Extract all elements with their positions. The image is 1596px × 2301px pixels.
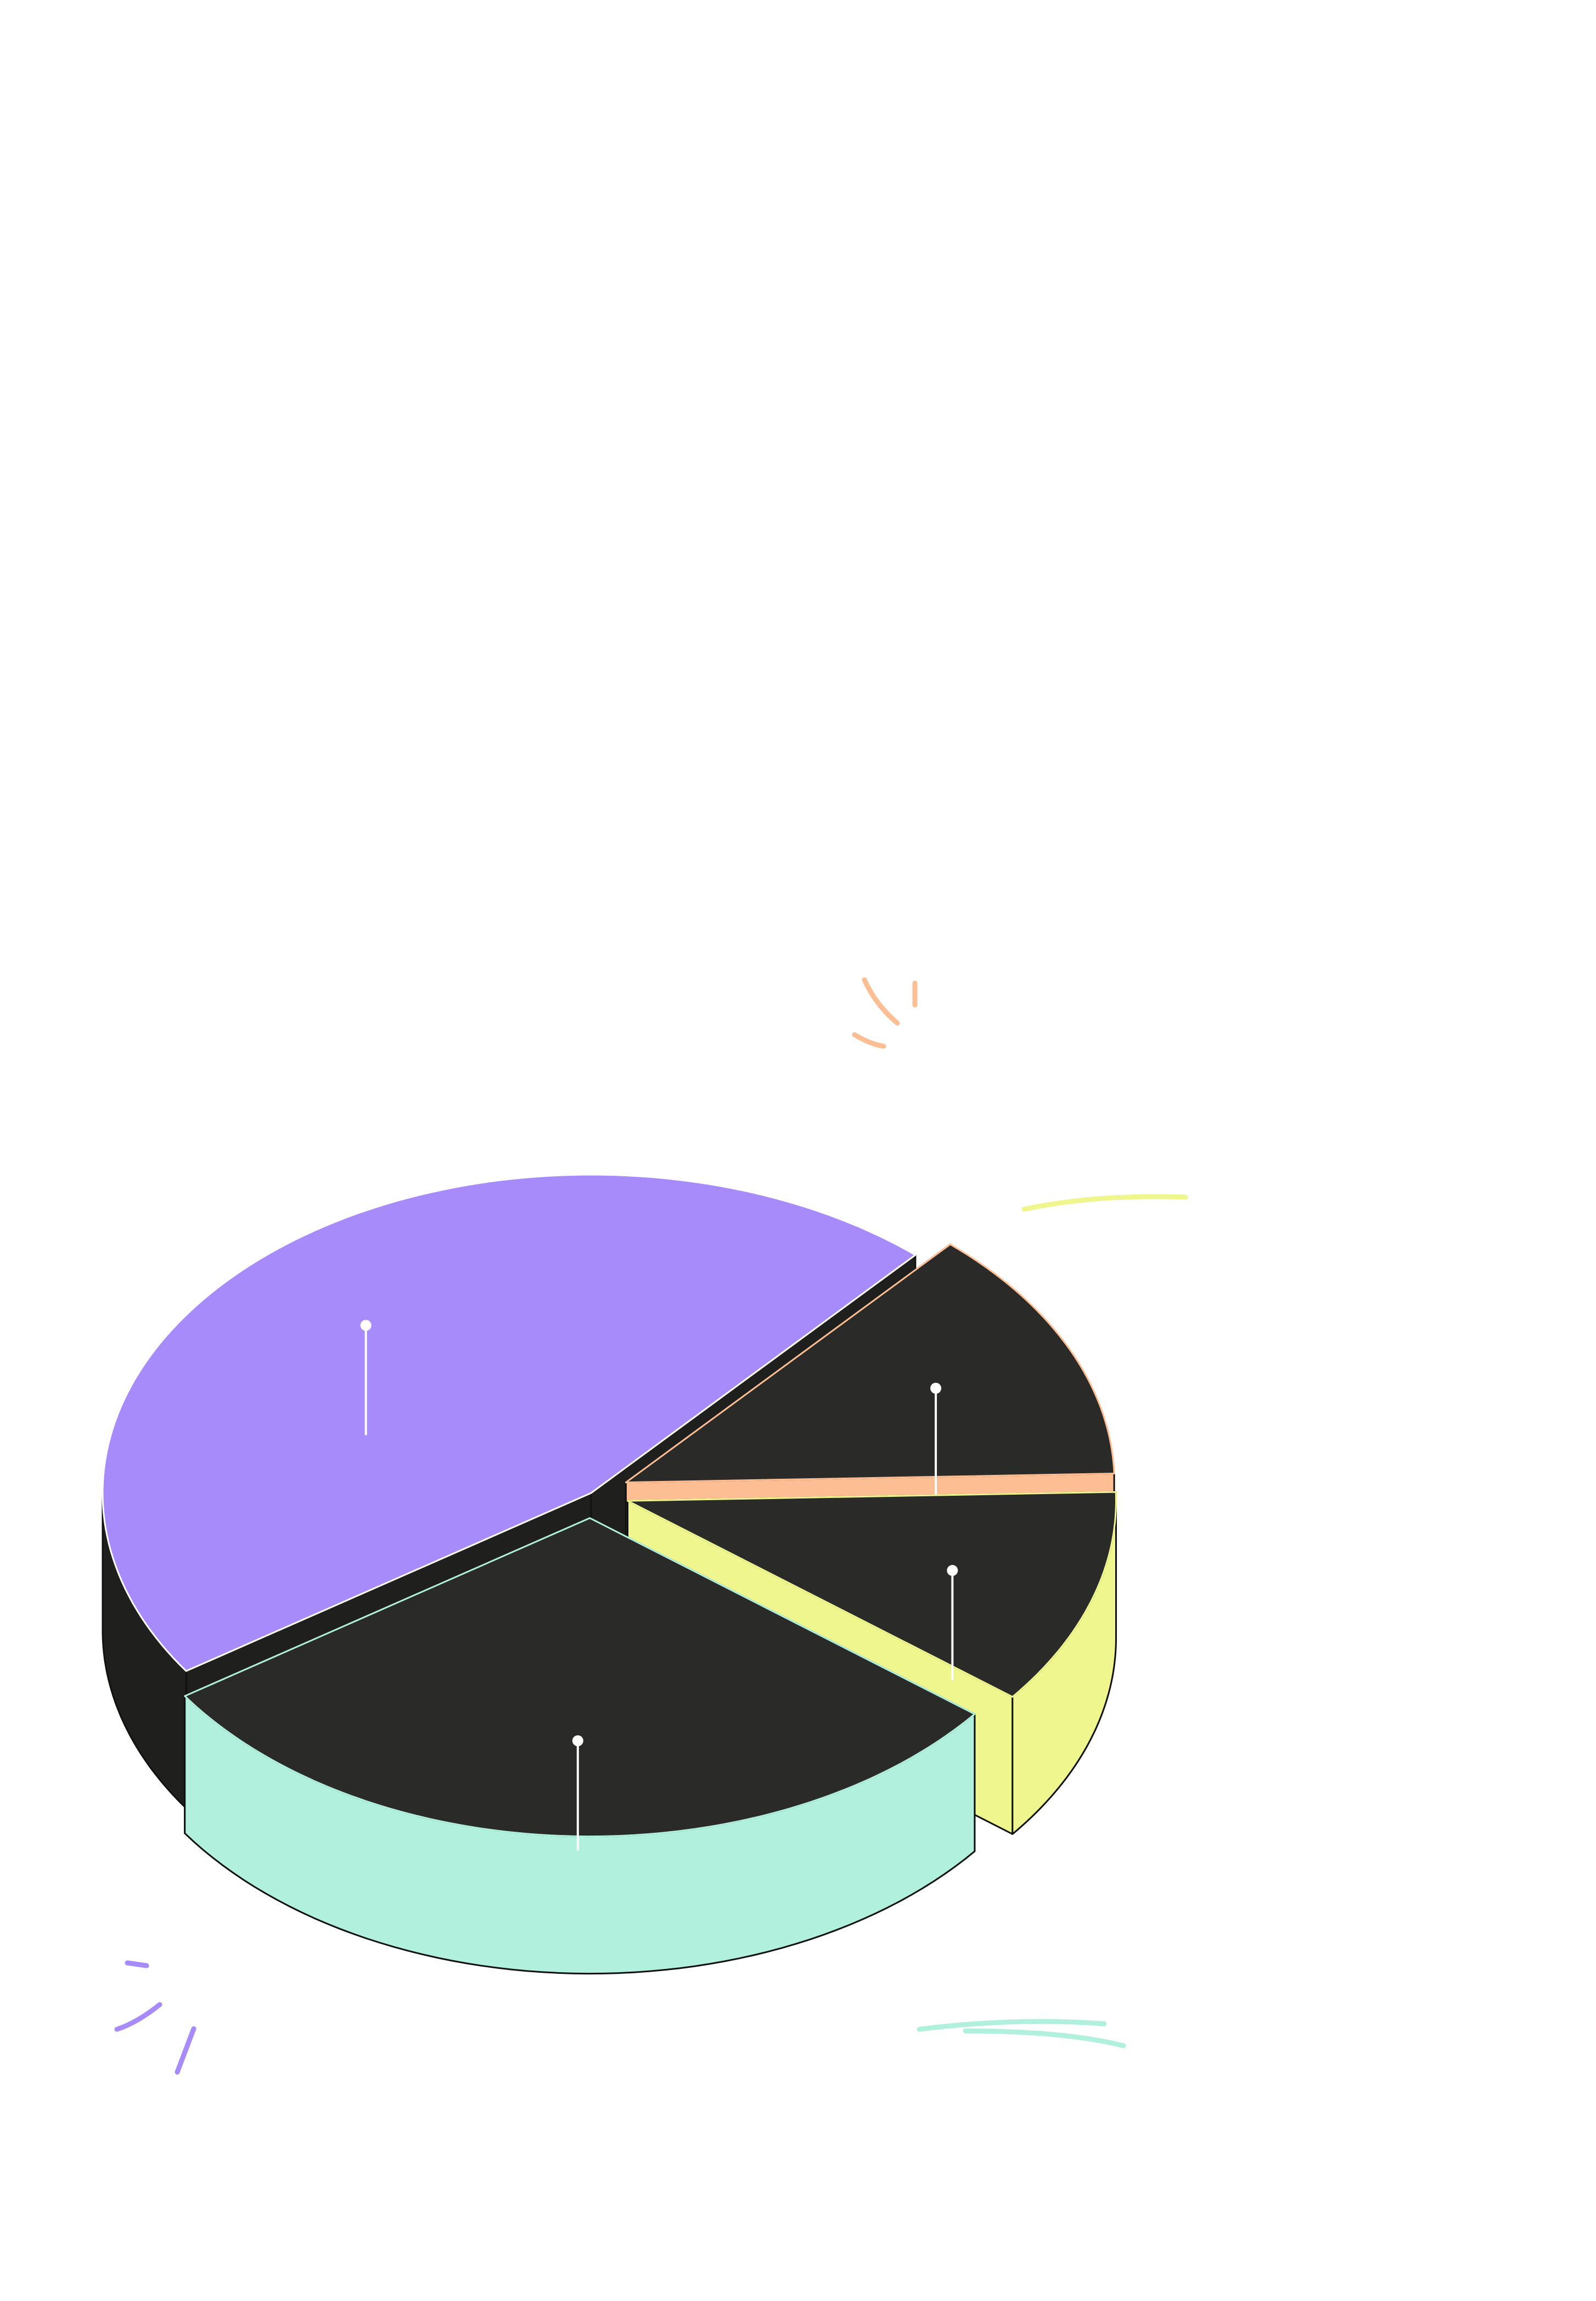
squiggle: [175, 2026, 196, 2075]
slice-top: [102, 1174, 917, 1672]
decorations: [114, 977, 1188, 2075]
slice-top: [184, 1517, 976, 1838]
squiggle: [1021, 1194, 1188, 1212]
squiggle: [862, 977, 900, 1026]
leader-dot: [360, 1320, 372, 1331]
pie-slice: [184, 1517, 976, 1975]
squiggle: [852, 1032, 886, 1049]
slice-top: [625, 1243, 1115, 1484]
leader-dot: [572, 1735, 583, 1747]
leader-dot: [947, 1565, 958, 1576]
squiggle: [125, 1960, 149, 1968]
squiggle: [963, 2028, 1126, 2049]
squiggle: [114, 2002, 162, 2032]
squiggle: [917, 2019, 1107, 2032]
leader-dot: [930, 1383, 942, 1394]
slice-top: [627, 1491, 1117, 1698]
pie: [102, 1174, 1117, 1975]
